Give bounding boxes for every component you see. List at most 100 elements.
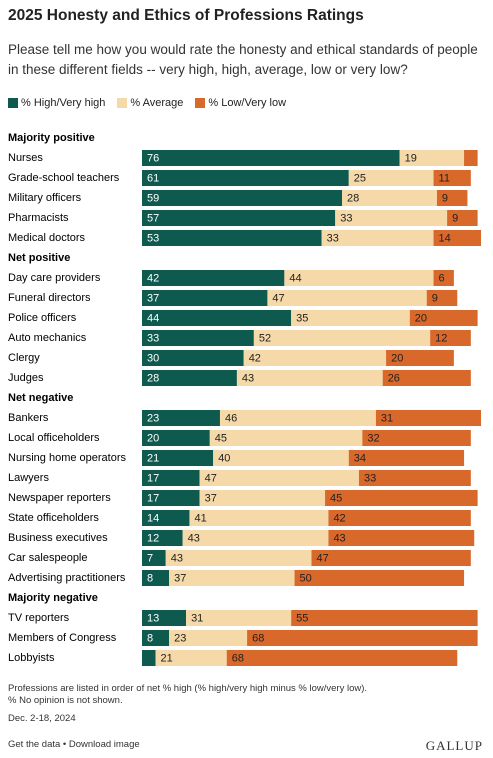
bar-segment <box>247 630 478 646</box>
data-label: 9 <box>442 192 448 204</box>
bar-segment <box>219 410 376 426</box>
data-label: 44 <box>147 312 159 324</box>
bar-segment <box>142 350 244 366</box>
data-label: 43 <box>171 552 183 564</box>
source: GALLUP <box>425 738 483 753</box>
data-label: 20 <box>147 432 159 444</box>
data-label: 37 <box>147 292 159 304</box>
bar-segment <box>253 330 431 346</box>
data-label: 32 <box>367 432 379 444</box>
legend-label: % Low/Very low <box>208 97 287 109</box>
bar-segment <box>142 610 187 626</box>
group-header: Majority positive <box>8 132 95 144</box>
data-label: 43 <box>333 532 345 544</box>
bar-segment <box>142 450 214 466</box>
data-label: 21 <box>147 452 159 464</box>
category-label: Nurses <box>8 152 43 164</box>
data-label: 35 <box>296 312 308 324</box>
data-label: 33 <box>340 212 352 224</box>
data-label: 17 <box>147 492 159 504</box>
category-label: Judges <box>8 372 44 384</box>
bar-segment <box>142 630 170 646</box>
bar-segment <box>399 150 465 166</box>
data-label: 20 <box>415 312 427 324</box>
category-label: Advertising practitioners <box>8 572 126 584</box>
data-label: 33 <box>147 332 159 344</box>
group-header: Net positive <box>8 252 70 264</box>
bar-segment <box>142 530 183 546</box>
data-label: 9 <box>452 212 458 224</box>
bar-segment <box>447 210 478 226</box>
bar-segment <box>430 330 471 346</box>
bar-segment <box>182 530 329 546</box>
data-label: 30 <box>147 352 159 364</box>
bar-segment <box>291 310 410 326</box>
data-label: 46 <box>225 412 237 424</box>
bar-segment <box>291 610 478 626</box>
bar-segment <box>464 150 478 166</box>
data-label: 33 <box>327 232 339 244</box>
category-label: Auto mechanics <box>8 332 87 344</box>
legend-item: % High/Very high <box>8 97 105 109</box>
bar-segment <box>284 270 434 286</box>
bar-segment <box>142 410 220 426</box>
bar-segment <box>409 310 478 326</box>
bar-segment <box>375 410 481 426</box>
data-label: 68 <box>232 652 244 664</box>
legend: % High/Very high % Average % Low/Very low <box>8 97 286 109</box>
bar-segment <box>236 370 383 386</box>
category-label: State officeholders <box>8 512 99 524</box>
legend-swatch <box>8 98 18 108</box>
category-label: Car salespeople <box>8 552 88 564</box>
bar-segment <box>165 550 312 566</box>
bar-segment <box>142 310 292 326</box>
legend-swatch <box>195 98 206 108</box>
bar-segment <box>342 190 437 206</box>
category-label: Clergy <box>8 352 40 364</box>
bar-segment <box>209 430 363 446</box>
bar-segment <box>325 490 478 506</box>
chart-title: 2025 Honesty and Ethics of Professions R… <box>8 7 364 24</box>
bar-segment <box>189 510 329 526</box>
category-label: Grade-school teachers <box>8 172 120 184</box>
bar-segment <box>335 210 448 226</box>
category-label: Members of Congress <box>8 632 117 644</box>
category-label: Local officeholders <box>8 432 100 444</box>
bar-segment <box>311 550 471 566</box>
data-label: 43 <box>242 372 254 384</box>
data-label: 12 <box>147 532 159 544</box>
category-label: Day care providers <box>8 272 101 284</box>
links[interactable]: Get the data • Download image <box>8 739 140 750</box>
bar-segment <box>169 570 295 586</box>
data-label: 7 <box>147 552 153 564</box>
data-label: 44 <box>289 272 301 284</box>
category-label: Newspaper reporters <box>8 492 111 504</box>
bar-segment <box>358 470 471 486</box>
category-label: Lobbyists <box>8 652 55 664</box>
data-label: 14 <box>147 512 159 524</box>
data-label: 59 <box>147 192 159 204</box>
data-label: 6 <box>439 272 445 284</box>
legend-item: % Low/Very low <box>195 97 286 109</box>
data-label: 26 <box>388 372 400 384</box>
bar-segment <box>386 350 454 366</box>
date: Dec. 2-18, 2024 <box>8 713 76 724</box>
bar-segment <box>142 150 400 166</box>
data-label: 42 <box>249 352 261 364</box>
data-label: 13 <box>147 612 159 624</box>
data-label: 21 <box>161 652 173 664</box>
data-label: 55 <box>296 612 308 624</box>
data-label: 40 <box>218 452 230 464</box>
data-label: 52 <box>259 332 271 344</box>
category-label: Lawyers <box>8 472 49 484</box>
data-label: 45 <box>330 492 342 504</box>
legend-label: % Average <box>130 97 184 109</box>
bar-segment <box>294 570 465 586</box>
bar-segment <box>142 650 156 666</box>
data-label: 8 <box>147 632 153 644</box>
data-label: 28 <box>147 372 159 384</box>
bar-segment <box>199 490 326 506</box>
bar-segment <box>142 490 200 506</box>
